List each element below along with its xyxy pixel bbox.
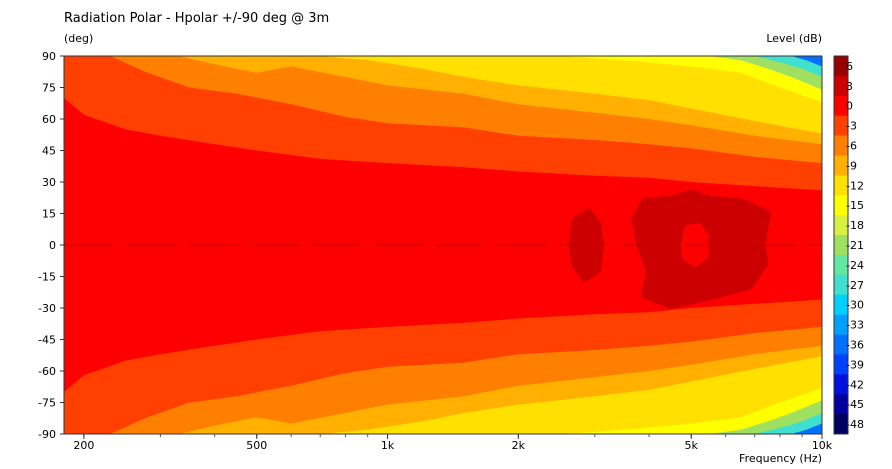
colorbar-swatch	[834, 175, 848, 196]
colorbar-swatch	[834, 56, 848, 77]
y-tick-label: 0	[49, 239, 56, 252]
colorbar-swatch	[834, 155, 848, 176]
colorbar-swatch	[834, 75, 848, 97]
y-tick-label: -15	[38, 271, 56, 284]
y-tick-label: -30	[38, 302, 56, 315]
colorbar-frame	[833, 55, 849, 435]
y-tick-label: -75	[38, 397, 56, 410]
colorbar-swatch	[834, 394, 848, 415]
colorbar-tick-label: -6	[846, 140, 857, 153]
y-tick-label: 45	[42, 145, 56, 158]
contour-band-bottom-3	[249, 356, 822, 434]
colorbar-tick-label: -33	[846, 319, 864, 332]
colorbar-tick-label: -45	[846, 398, 864, 411]
colorbar-tick-label: -48	[846, 418, 864, 431]
colorbar-tick-label: -42	[846, 378, 864, 391]
x-tick-label: 500	[246, 439, 267, 452]
colorbar-tick-label: -30	[846, 299, 864, 312]
y-tick-label: 60	[42, 113, 56, 126]
colorbar-swatch	[834, 314, 848, 336]
colorbar-label: Level (dB)	[766, 32, 822, 45]
colorbar-swatch	[834, 95, 848, 117]
colorbar-tick-label: -18	[846, 219, 864, 232]
colorbar-tick-label: -21	[846, 239, 864, 252]
heatmap-plot-area	[64, 56, 822, 434]
y-tick-label: 75	[42, 82, 56, 95]
colorbar-tick-label: 3	[846, 80, 853, 93]
y-tick-label: -60	[38, 365, 56, 378]
contour-band-bottom-4	[464, 387, 822, 434]
y-tick-label: -90	[38, 428, 56, 441]
colorbar-swatch	[834, 374, 848, 395]
colorbar-tick-label: -39	[846, 358, 864, 371]
contour-band-top-6	[754, 56, 822, 77]
colorbar-swatch	[834, 294, 848, 316]
colorbar-tick-label: -36	[846, 338, 864, 351]
colorbar-swatch	[834, 135, 848, 156]
x-tick-label: 1k	[381, 439, 395, 452]
x-tick-label: 200	[73, 439, 94, 452]
colorbar-swatch	[834, 274, 848, 296]
contour-band-top-3	[249, 56, 822, 134]
x-axis-ticks: 200 500 1k 2k 5k 10k	[73, 434, 833, 452]
contour-layer	[64, 56, 822, 434]
y-tick-label: 90	[42, 50, 56, 63]
colorbar-tick-label: -3	[846, 120, 857, 133]
contour-band-bottom-7	[791, 423, 822, 434]
contour-band-bottom-6	[754, 413, 822, 434]
colorbar-swatch	[834, 334, 848, 355]
colorbar-tick-label: -9	[846, 159, 857, 172]
y-tick-label: 15	[42, 208, 56, 221]
colorbar-tick-label: -24	[846, 259, 864, 272]
colorbar-swatch	[834, 235, 848, 256]
colorbar-swatch	[834, 354, 848, 375]
colorbar-swatch	[834, 195, 848, 216]
colorbar-tick-label: 6	[846, 60, 853, 73]
y-tick-label: -45	[38, 334, 56, 347]
colorbar-swatch	[834, 414, 848, 435]
colorbar-tick-label: -12	[846, 179, 864, 192]
chart-title: Radiation Polar - Hpolar +/-90 deg @ 3m	[64, 11, 329, 26]
x-tick-label: 5k	[685, 439, 699, 452]
y-axis-label: (deg)	[64, 32, 93, 45]
contour-band-top-7	[791, 56, 822, 67]
x-tick-label: 10k	[812, 439, 833, 452]
contour-band-top-4	[464, 56, 822, 103]
colorbar: 6 3 0 -3 -6 -9 -12 -15 -18 -21 -24 -27 -30 -33 -36 -39 -…	[833, 55, 864, 435]
colorbar-swatch	[834, 115, 848, 137]
colorbar-tick-label: 0	[846, 100, 853, 113]
colorbar-swatch	[834, 215, 848, 236]
y-axis-ticks: 90 75 60 45 30 15 0 -15 -30 -45 -60 -75 -90	[38, 50, 64, 441]
colorbar-tick-label: -27	[846, 279, 864, 292]
x-axis-label: Frequency (Hz)	[739, 452, 822, 465]
colorbar-tick-label: -15	[846, 199, 864, 212]
colorbar-swatch	[834, 254, 848, 276]
y-tick-label: 30	[42, 176, 56, 189]
x-tick-label: 2k	[512, 439, 526, 452]
